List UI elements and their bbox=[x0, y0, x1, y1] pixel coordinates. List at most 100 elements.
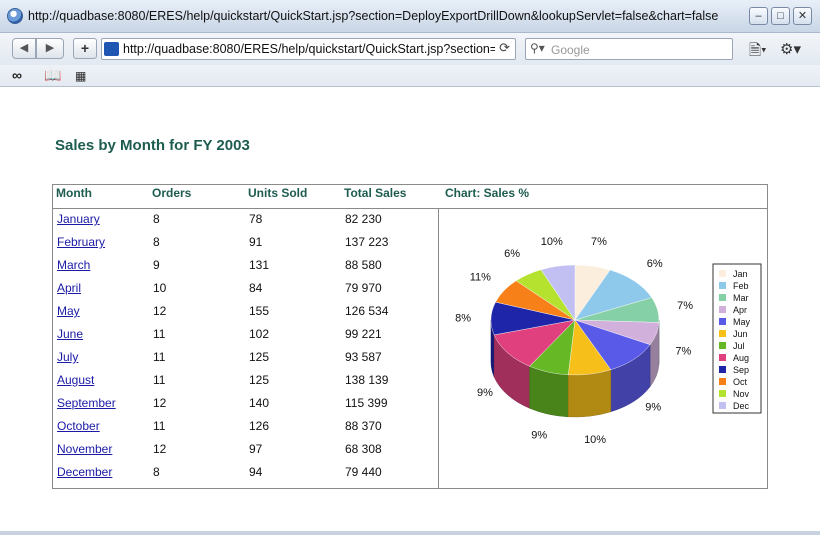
month-link[interactable]: October bbox=[57, 419, 100, 433]
sales-cell: 99 221 bbox=[345, 327, 382, 341]
month-link[interactable]: December bbox=[57, 465, 113, 479]
back-button[interactable]: ◀ bbox=[12, 38, 36, 59]
report-table bbox=[52, 184, 768, 489]
legend-swatch-apr bbox=[719, 306, 726, 313]
month-link[interactable]: July bbox=[57, 350, 79, 364]
legend-swatch-jun bbox=[719, 330, 726, 337]
pie-percent-label: 6% bbox=[504, 248, 520, 260]
orders-cell: 8 bbox=[153, 212, 160, 226]
sales-cell: 88 370 bbox=[345, 419, 382, 433]
legend-swatch-nov bbox=[719, 390, 726, 397]
bookmarks-book-icon[interactable]: 📖 bbox=[44, 67, 62, 83]
pie-percent-label: 10% bbox=[541, 236, 563, 248]
title-bar: http://quadbase:8080/ERES/help/quickstar… bbox=[0, 0, 820, 33]
navigation-toolbar: ◀ ▶ + http://quadbase:8080/ERES/help/qui… bbox=[0, 33, 820, 65]
forward-button[interactable]: ▶ bbox=[36, 38, 64, 59]
search-placeholder: Google bbox=[551, 43, 590, 57]
legend-swatch-aug bbox=[719, 354, 726, 361]
new-tab-button[interactable]: + bbox=[73, 38, 97, 59]
pie-slice-dec[interactable] bbox=[540, 264, 576, 321]
month-link[interactable]: February bbox=[57, 235, 106, 249]
orders-cell: 11 bbox=[153, 350, 166, 364]
legend-swatch-mar bbox=[719, 294, 726, 301]
orders-cell: 12 bbox=[153, 442, 167, 456]
legend-swatch-feb bbox=[719, 282, 726, 289]
orders-cell: 9 bbox=[153, 258, 160, 272]
legend-label-jul: Jul bbox=[733, 341, 745, 351]
column-header-sales: Total Sales bbox=[344, 186, 407, 200]
pie-slice-side-jun bbox=[568, 369, 612, 418]
legend-label-apr: Apr bbox=[733, 305, 747, 315]
window-title: http://quadbase:8080/ERES/help/quickstar… bbox=[28, 9, 719, 23]
pie-percent-label: 6% bbox=[647, 258, 663, 270]
browser-icon bbox=[7, 8, 23, 24]
maximize-button[interactable]: □ bbox=[771, 7, 790, 25]
sales-cell: 126 534 bbox=[345, 304, 389, 318]
month-link[interactable]: January bbox=[57, 212, 100, 226]
month-link[interactable]: June bbox=[57, 327, 84, 341]
orders-cell: 10 bbox=[153, 281, 167, 295]
month-link[interactable]: August bbox=[57, 373, 95, 387]
column-header-units: Units Sold bbox=[248, 186, 308, 200]
address-text[interactable]: http://quadbase:8080/ERES/help/quickstar… bbox=[123, 42, 495, 56]
sales-cell: 82 230 bbox=[345, 212, 382, 226]
units-cell: 84 bbox=[249, 281, 263, 295]
close-button[interactable]: ✕ bbox=[793, 7, 812, 25]
orders-cell: 11 bbox=[153, 327, 166, 341]
legend-label-dec: Dec bbox=[733, 401, 750, 411]
units-cell: 155 bbox=[249, 304, 270, 318]
pie-percent-label: 7% bbox=[677, 300, 693, 312]
pie-percent-label: 10% bbox=[584, 434, 606, 446]
month-link[interactable]: September bbox=[57, 396, 116, 410]
sales-pie-chart: 7% 6% 7% 7% 9% 10% 9% 9% 8% 11% 6% 10% Jan Feb Mar Apr M… bbox=[455, 236, 762, 446]
pie-percent-label: 7% bbox=[591, 236, 607, 248]
legend-label-nov: Nov bbox=[733, 389, 750, 399]
legend-label-aug: Aug bbox=[733, 353, 749, 363]
search-field[interactable]: ⚲▾ Google bbox=[525, 38, 733, 60]
search-icon[interactable]: ⚲▾ bbox=[530, 41, 545, 55]
legend-swatch-may bbox=[719, 318, 726, 325]
minimize-button[interactable]: – bbox=[749, 7, 768, 25]
legend-swatch-dec bbox=[719, 402, 726, 409]
orders-cell: 11 bbox=[153, 373, 166, 387]
legend-swatch-jan bbox=[719, 270, 726, 277]
settings-gear-icon[interactable]: ⚙▾ bbox=[780, 41, 801, 58]
sales-cell: 93 587 bbox=[345, 350, 382, 364]
units-cell: 126 bbox=[249, 419, 270, 433]
units-cell: 97 bbox=[249, 442, 263, 456]
top-sites-grid-icon[interactable]: ▦ bbox=[75, 69, 87, 83]
month-link[interactable]: April bbox=[57, 281, 82, 295]
legend-swatch-oct bbox=[719, 378, 726, 385]
window-bottom-border bbox=[0, 531, 820, 535]
header-divider bbox=[53, 208, 767, 209]
month-link[interactable]: November bbox=[57, 442, 113, 456]
pie-percent-label: 8% bbox=[455, 313, 471, 325]
sales-cell: 137 223 bbox=[345, 235, 389, 249]
page-menu-icon[interactable]: 🗎▾ bbox=[749, 42, 767, 59]
orders-cell: 12 bbox=[153, 304, 167, 318]
bookmarks-bar: ∞ 📖 ▦ bbox=[0, 65, 820, 87]
units-cell: 125 bbox=[249, 373, 270, 387]
report-title: Sales by Month for FY 2003 bbox=[55, 137, 250, 154]
pie-percent-label: 11% bbox=[470, 272, 491, 284]
sales-cell: 115 399 bbox=[345, 396, 388, 410]
reload-icon[interactable]: ⟳ bbox=[499, 40, 510, 55]
month-link[interactable]: May bbox=[57, 304, 80, 318]
legend-swatch-jul bbox=[719, 342, 726, 349]
sales-cell: 79 970 bbox=[345, 281, 382, 295]
month-link[interactable]: March bbox=[57, 258, 91, 272]
orders-cell: 8 bbox=[153, 465, 160, 479]
units-cell: 102 bbox=[249, 327, 270, 341]
column-header-orders: Orders bbox=[152, 186, 192, 200]
reader-glasses-icon[interactable]: ∞ bbox=[12, 67, 22, 83]
legend-label-feb: Feb bbox=[733, 281, 749, 291]
address-bar[interactable]: http://quadbase:8080/ERES/help/quickstar… bbox=[101, 38, 516, 60]
sales-cell: 138 139 bbox=[345, 373, 389, 387]
legend-label-jun: Jun bbox=[733, 329, 748, 339]
sales-cell: 79 440 bbox=[345, 465, 382, 479]
legend-label-oct: Oct bbox=[733, 377, 748, 387]
legend-label-may: May bbox=[733, 317, 751, 327]
units-cell: 78 bbox=[249, 212, 263, 226]
column-header-chart: Chart: Sales % bbox=[445, 186, 530, 200]
column-header-month: Month bbox=[56, 186, 92, 200]
